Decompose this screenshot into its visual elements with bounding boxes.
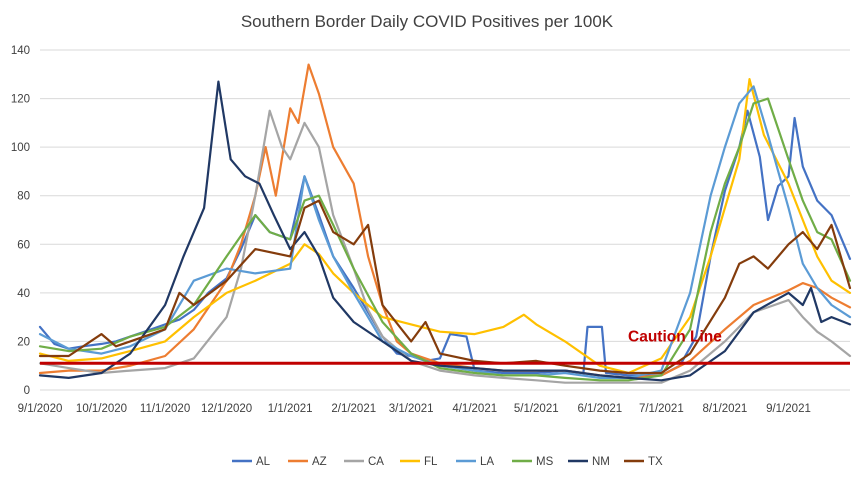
y-tick-label: 40 xyxy=(17,288,30,300)
x-tick-label: 5/1/2021 xyxy=(514,403,559,415)
legend-label-ca: CA xyxy=(368,456,384,468)
x-tick-label: 4/1/2021 xyxy=(452,403,497,415)
series-lines xyxy=(38,63,852,384)
x-tick-label: 12/1/2020 xyxy=(201,403,252,415)
caution-line-label: Caution Line xyxy=(628,328,722,345)
x-tick-label: 1/1/2021 xyxy=(268,403,313,415)
series-line-la xyxy=(38,85,852,379)
y-tick-label: 0 xyxy=(24,385,30,397)
y-tick-label: 140 xyxy=(11,45,30,57)
series-line-ms xyxy=(38,97,852,382)
y-tick-label: 120 xyxy=(11,94,30,106)
x-tick-label: 10/1/2020 xyxy=(76,403,127,415)
legend-label-al: AL xyxy=(256,456,271,468)
legend: AL AZ CA FL LA MS NM TX xyxy=(232,456,663,468)
y-tick-label: 80 xyxy=(17,191,30,203)
legend-label-la: LA xyxy=(480,456,494,468)
y-tick-label: 100 xyxy=(11,142,30,154)
x-tick-label: 11/1/2020 xyxy=(140,403,190,415)
x-tick-label: 9/1/2021 xyxy=(766,403,811,415)
legend-label-ms: MS xyxy=(536,456,554,468)
legend-label-az: AZ xyxy=(312,456,327,468)
gridlines xyxy=(40,49,850,391)
y-axis-ticks: 0 20 40 60 80 100 120 140 xyxy=(11,45,30,397)
series-line-fl xyxy=(38,77,852,375)
x-tick-label: 2/1/2021 xyxy=(331,403,376,415)
x-tick-label: 7/1/2021 xyxy=(639,403,684,415)
series-line-nm xyxy=(38,80,852,382)
legend-label-fl: FL xyxy=(424,456,438,468)
series-line-ca xyxy=(38,109,852,384)
chart-title: Southern Border Daily COVID Positives pe… xyxy=(241,12,614,31)
y-tick-label: 60 xyxy=(17,239,30,251)
series-line-al xyxy=(38,109,852,377)
legend-label-tx: TX xyxy=(648,456,663,468)
x-tick-label: 9/1/2020 xyxy=(18,403,63,415)
x-tick-label: 6/1/2021 xyxy=(577,403,622,415)
legend-label-nm: NM xyxy=(592,456,610,468)
caution-line-group: Caution Line xyxy=(40,328,850,365)
x-axis-ticks: 9/1/2020 10/1/2020 11/1/2020 12/1/2020 1/1/2… xyxy=(18,403,811,415)
y-tick-label: 20 xyxy=(17,336,30,348)
x-tick-label: 8/1/2021 xyxy=(703,403,748,415)
series-line-tx xyxy=(38,199,852,375)
x-tick-label: 3/1/2021 xyxy=(389,403,434,415)
